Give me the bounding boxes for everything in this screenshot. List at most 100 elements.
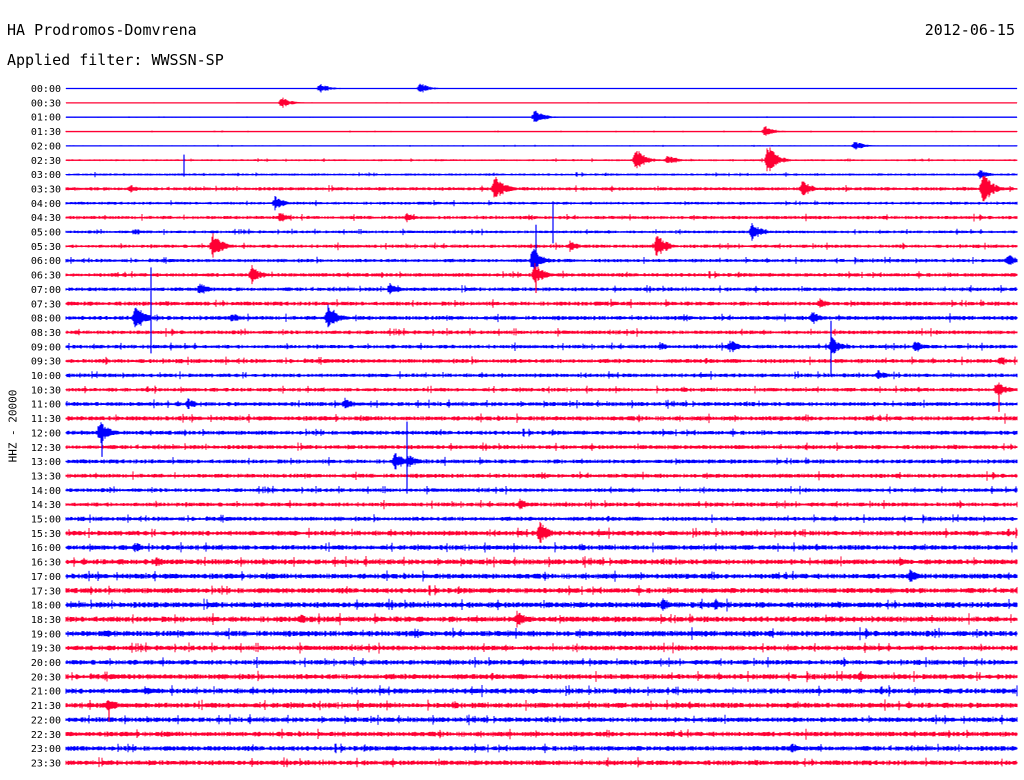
time-tick-label: 03:30: [31, 184, 61, 195]
time-tick-label: 02:30: [31, 156, 61, 167]
seismic-trace: [65, 598, 1018, 612]
trace-group: [65, 83, 1018, 768]
time-tick-label: 12:30: [31, 443, 61, 454]
seismic-trace: [65, 714, 1018, 726]
seismic-trace: [65, 728, 1018, 740]
time-tick-label: 17:30: [31, 586, 61, 597]
time-tick-label: 12:00: [31, 428, 61, 439]
time-tick-label: 14:30: [31, 500, 61, 511]
time-tick-label: 19:30: [31, 644, 61, 655]
seismic-trace: [65, 397, 1018, 409]
seismic-trace: [65, 514, 1018, 524]
time-tick-label: 04:00: [31, 199, 61, 210]
time-tick-label: 06:30: [31, 271, 61, 282]
seismic-trace: [65, 147, 1018, 172]
time-tick-label: 10:00: [31, 371, 61, 382]
time-tick-label: 13:30: [31, 471, 61, 482]
time-tick-label: 00:00: [31, 84, 61, 95]
time-tick-label: 21:00: [31, 687, 61, 698]
time-tick-label: 06:00: [31, 256, 61, 267]
seismic-trace: [65, 170, 1018, 179]
filter-label: Applied filter: WWSSN-SP: [7, 51, 224, 69]
time-tick-label: 07:00: [31, 285, 61, 296]
seismic-trace: [65, 233, 1018, 258]
seismic-trace: [65, 498, 1018, 510]
seismic-trace: [65, 642, 1018, 654]
seismic-trace: [65, 248, 1018, 273]
seismic-trace: [65, 142, 1018, 150]
seismic-trace: [65, 328, 1018, 337]
seismic-trace: [65, 610, 1018, 628]
time-tick-label: 00:30: [31, 98, 61, 109]
time-tick-label: 17:00: [31, 572, 61, 583]
time-tick-label: 16:30: [31, 558, 61, 569]
seismic-trace: [65, 175, 1018, 202]
time-tick-label: 18:00: [31, 601, 61, 612]
time-tick-label: 01:00: [31, 113, 61, 124]
seismic-trace: [65, 126, 1018, 136]
seismic-trace: [65, 585, 1018, 596]
seismic-trace: [65, 97, 1018, 108]
time-tick-label: 01:30: [31, 127, 61, 138]
seismic-trace: [65, 196, 1018, 211]
time-tick-label: 10:30: [31, 385, 61, 396]
seismic-trace: [65, 213, 1018, 223]
seismic-trace: [65, 283, 1018, 295]
seismic-trace: [65, 370, 1018, 380]
time-tick-label: 16:00: [31, 543, 61, 554]
time-tick-label: 23:00: [31, 744, 61, 755]
time-tick-label: 11:00: [31, 400, 61, 411]
seismic-trace: [65, 757, 1018, 768]
time-tick-label: 18:30: [31, 615, 61, 626]
time-tick-label: 20:00: [31, 658, 61, 669]
time-tick-label: 09:30: [31, 357, 61, 368]
seismic-trace: [65, 743, 1018, 754]
time-tick-label: 02:00: [31, 141, 61, 152]
time-tick-label: 04:30: [31, 213, 61, 224]
seismic-trace: [65, 263, 1018, 285]
time-tick-label: 09:00: [31, 342, 61, 353]
time-tick-label: 13:00: [31, 457, 61, 468]
time-tick-label: 22:30: [31, 730, 61, 741]
seismic-trace: [65, 569, 1018, 582]
time-tick-label: 19:00: [31, 629, 61, 640]
seismic-trace: [65, 442, 1018, 451]
seismic-trace: [65, 356, 1018, 366]
seismic-trace: [65, 453, 1018, 470]
seismic-trace: [65, 298, 1018, 309]
seismic-trace: [65, 670, 1018, 683]
time-tick-label: 15:30: [31, 529, 61, 540]
seismic-trace: [65, 699, 1018, 711]
time-tick-label: 11:30: [31, 414, 61, 425]
time-tick-label: 05:30: [31, 242, 61, 253]
seismic-trace: [65, 685, 1018, 698]
seismic-trace: [65, 471, 1018, 481]
time-tick-label: 05:00: [31, 228, 61, 239]
seismic-trace: [65, 556, 1018, 568]
time-tick-label: 07:30: [31, 299, 61, 310]
time-tick-label: 03:00: [31, 170, 61, 181]
seismic-trace: [65, 521, 1018, 543]
record-date: 2012-06-15: [924, 21, 1015, 39]
seismic-trace: [65, 413, 1018, 424]
time-tick-label: 20:30: [31, 672, 61, 683]
time-tick-label: 23:30: [31, 758, 61, 769]
time-tick-label: 22:00: [31, 715, 61, 726]
seismic-trace: [65, 110, 1018, 122]
seismic-trace: [65, 422, 1018, 444]
seismic-trace: [65, 657, 1018, 668]
time-tick-label: 15:00: [31, 515, 61, 526]
seismic-trace: [65, 542, 1018, 553]
seismic-trace: [65, 382, 1018, 397]
seismic-trace: [65, 83, 1018, 93]
time-tick-labels: 00:00 00:30 01:00 01:30 02:00 02:30 03:00 03:30…: [31, 84, 61, 769]
seismic-trace: [65, 223, 1018, 241]
seismic-trace: [65, 304, 1018, 328]
time-tick-label: 14:00: [31, 486, 61, 497]
station-name: HA Prodromos-Domvrena: [7, 21, 197, 39]
time-tick-label: 08:30: [31, 328, 61, 339]
seismic-trace: [65, 485, 1018, 495]
time-tick-label: 21:30: [31, 701, 61, 712]
seismic-trace: [65, 627, 1018, 641]
